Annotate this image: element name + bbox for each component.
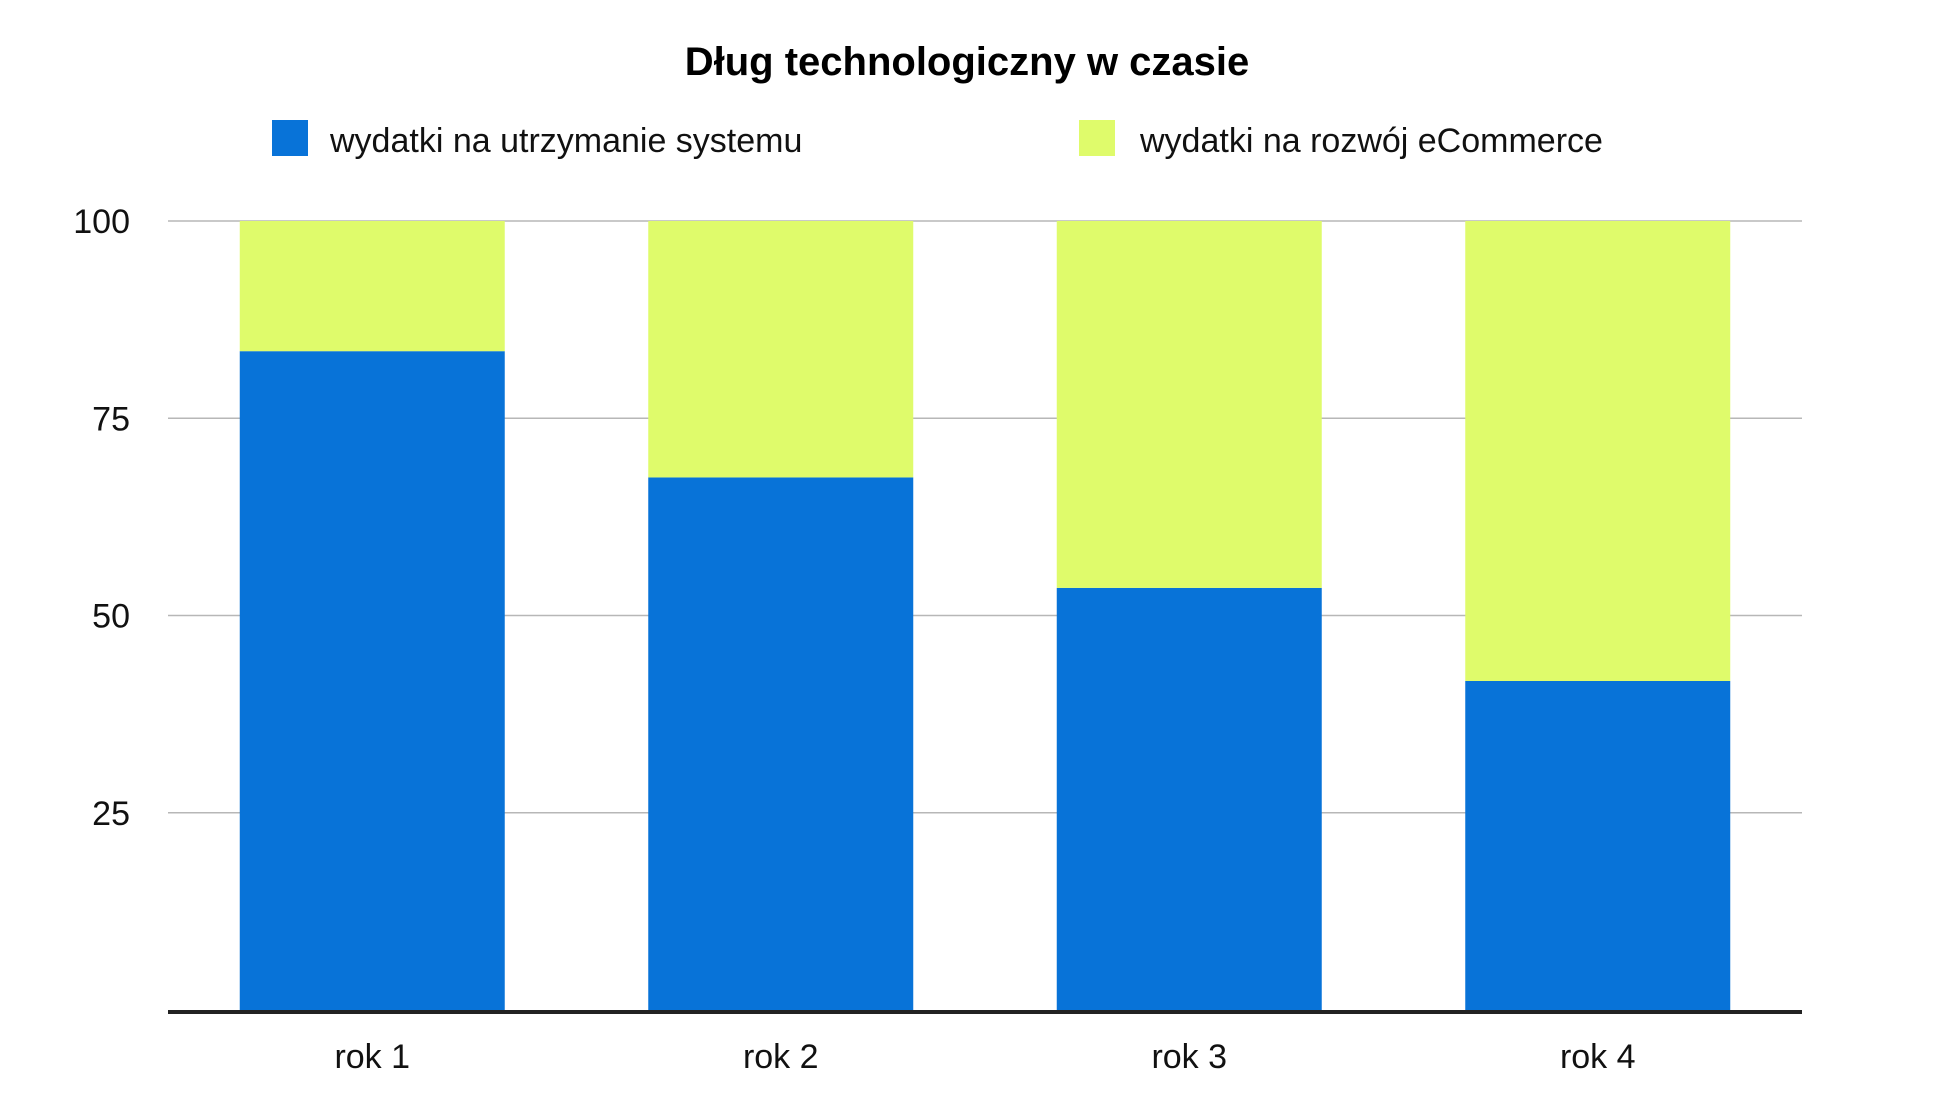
y-tick-label: 50 bbox=[92, 598, 130, 636]
chart-title: Dług technologiczny w czasie bbox=[685, 40, 1250, 84]
legend-swatch-maintenance bbox=[272, 120, 308, 156]
bars bbox=[239, 221, 1731, 1010]
x-tick-label: rok 2 bbox=[743, 1038, 819, 1076]
y-axis-ticks: 25 50 75 100 bbox=[73, 203, 130, 833]
bar-segment-maintenance bbox=[239, 351, 505, 1010]
y-tick-label: 25 bbox=[92, 795, 130, 833]
bar-segment-development bbox=[1056, 221, 1322, 588]
x-tick-label: rok 1 bbox=[334, 1038, 410, 1076]
bar-segment-maintenance bbox=[1056, 587, 1322, 1010]
x-tick-label: rok 4 bbox=[1560, 1038, 1636, 1076]
x-axis-labels: rok 1 rok 2 rok 3 rok 4 bbox=[334, 1038, 1635, 1076]
y-tick-label: 100 bbox=[73, 203, 130, 241]
x-tick-label: rok 3 bbox=[1151, 1038, 1227, 1076]
bar-segment-development bbox=[648, 221, 914, 478]
bar-segment-development bbox=[239, 221, 505, 352]
legend-label-development: wydatki na rozwój eCommerce bbox=[1139, 122, 1603, 160]
legend-label-maintenance: wydatki na utrzymanie systemu bbox=[329, 122, 802, 160]
y-tick-label: 75 bbox=[92, 400, 130, 438]
bar-segment-development bbox=[1465, 221, 1731, 681]
bar-segment-maintenance bbox=[1465, 680, 1731, 1010]
legend-swatch-development bbox=[1079, 120, 1115, 156]
bar-segment-maintenance bbox=[648, 477, 914, 1010]
legend: wydatki na utrzymanie systemu wydatki na… bbox=[272, 120, 1603, 160]
